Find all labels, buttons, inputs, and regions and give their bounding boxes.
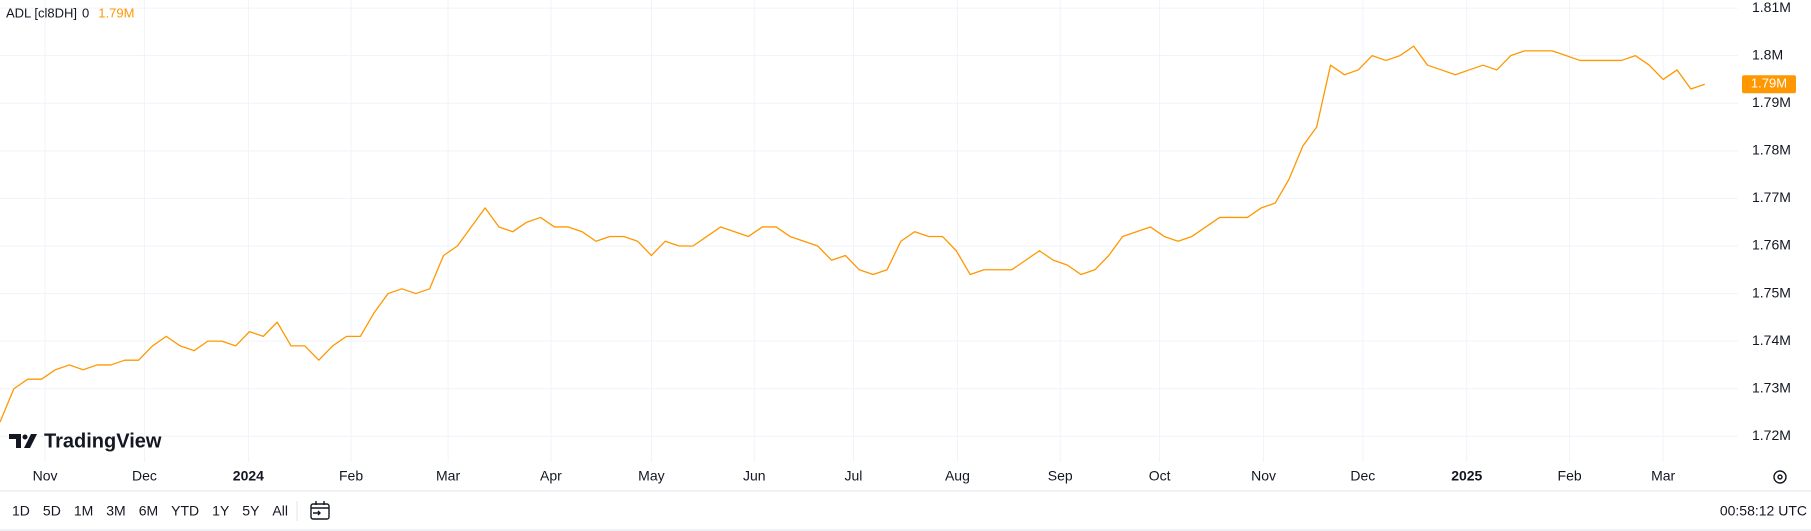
- range-button[interactable]: 1M: [74, 503, 93, 519]
- y-tick-label: 1.79M: [1752, 94, 1791, 110]
- data-line: [0, 45, 1705, 423]
- range-button[interactable]: All: [272, 503, 288, 519]
- y-tick-label: 1.75M: [1752, 284, 1791, 300]
- x-tick-label: Dec: [1350, 468, 1375, 484]
- range-button[interactable]: 6M: [139, 503, 158, 519]
- legend-flag: 0: [82, 5, 89, 20]
- x-tick-label: Dec: [132, 468, 157, 484]
- legend-series-name: ADL [cl8DH]: [6, 5, 77, 20]
- x-tick-label: Apr: [540, 468, 562, 484]
- x-tick-label: May: [638, 468, 664, 484]
- watermark: TradingView: [44, 430, 162, 452]
- x-tick-label: 2024: [233, 468, 264, 484]
- grid: [0, 0, 1738, 462]
- clock: 00:58:12 UTC: [1720, 503, 1807, 519]
- x-tick-label: Aug: [945, 468, 970, 484]
- range-button[interactable]: 1D: [12, 503, 30, 519]
- x-tick-label: Mar: [1651, 468, 1675, 484]
- watermark-logo: [9, 434, 37, 448]
- x-tick-label: Sep: [1048, 468, 1073, 484]
- range-button[interactable]: 5Y: [242, 503, 260, 519]
- date-range-icon[interactable]: [310, 501, 330, 520]
- x-tick-label: Oct: [1149, 468, 1171, 484]
- legend-value: 1.79M: [98, 5, 134, 20]
- x-tick-label: Feb: [1558, 468, 1582, 484]
- x-tick-label: Nov: [1251, 468, 1276, 484]
- y-tick-label: 1.8M: [1752, 46, 1783, 62]
- y-tick-label: 1.76M: [1752, 237, 1791, 253]
- x-tick-label: Mar: [436, 468, 460, 484]
- range-button[interactable]: YTD: [171, 503, 199, 519]
- x-tick-label: Jul: [845, 468, 863, 484]
- plot: [0, 45, 1705, 423]
- price-tag: [1742, 75, 1796, 94]
- range-button[interactable]: 3M: [106, 503, 125, 519]
- y-tick-label: 1.73M: [1752, 379, 1791, 395]
- x-tick-label: Jun: [743, 468, 766, 484]
- x-tick-label: 2025: [1451, 468, 1482, 484]
- settings-icon[interactable]: [1773, 470, 1787, 484]
- range-button[interactable]: 5D: [43, 503, 61, 519]
- x-tick-label: Nov: [33, 468, 58, 484]
- y-tick-label: 1.74M: [1752, 332, 1791, 348]
- x-tick-label: Feb: [339, 468, 363, 484]
- price-tag-label: 1.79M: [1751, 76, 1787, 91]
- y-tick-label: 1.72M: [1752, 427, 1791, 443]
- range-button[interactable]: 1Y: [212, 503, 230, 519]
- y-tick-label: 1.78M: [1752, 142, 1791, 158]
- y-tick-label: 1.77M: [1752, 189, 1791, 205]
- y-tick-label: 1.81M: [1752, 0, 1791, 15]
